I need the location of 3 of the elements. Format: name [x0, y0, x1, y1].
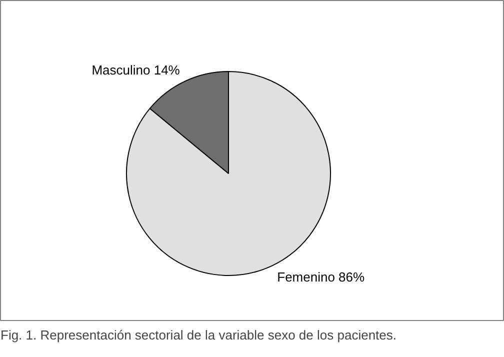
- slice-label: Masculino 14%: [92, 62, 180, 78]
- slice-label: Femenino 86%: [277, 269, 366, 284]
- caption: Fig. 1. Representación sectorial de la variable sexo de los pacientes.: [0, 328, 396, 342]
